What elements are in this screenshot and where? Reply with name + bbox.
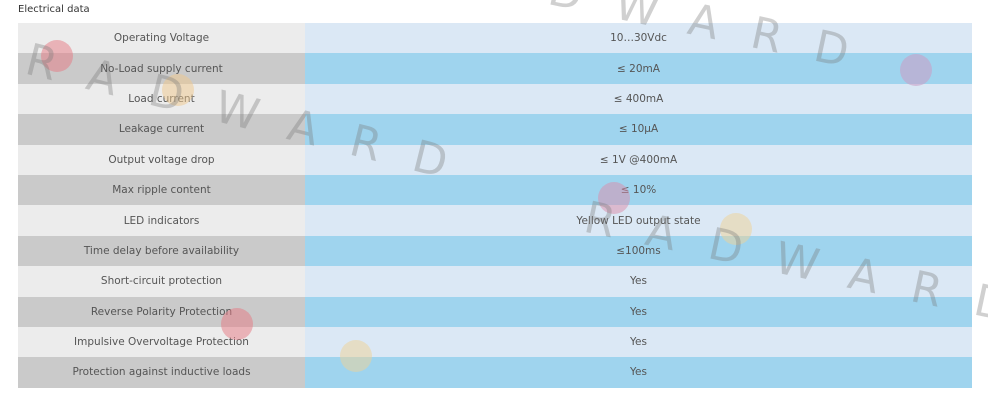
row-value: Yes	[305, 326, 972, 358]
row-label: Max ripple content	[18, 174, 305, 206]
row-label: Time delay before availability	[18, 235, 305, 267]
row-value: ≤ 400mA	[305, 83, 972, 115]
row-label: Protection against inductive loads	[18, 357, 305, 388]
row-label: LED indicators	[18, 205, 305, 236]
row-value: ≤ 10µA	[305, 114, 972, 145]
table-row: Protection against inductive loads Yes	[18, 357, 972, 388]
row-value: Yes	[305, 266, 972, 297]
row-label: Impulsive Overvoltage Protection	[18, 326, 305, 358]
row-value: Yes	[305, 296, 972, 327]
row-label: Output voltage drop	[18, 144, 305, 175]
table: Operating Voltage 10…30Vdc No-Load supply …	[18, 23, 972, 388]
section-title: Electrical data	[18, 4, 90, 15]
row-label: Operating Voltage	[18, 23, 305, 54]
row-value: ≤100ms	[305, 235, 972, 267]
row-label: Leakage current	[18, 114, 305, 145]
table-row: Impulsive Overvoltage Protection Yes	[18, 326, 972, 358]
row-value: 10…30Vdc	[305, 23, 972, 54]
row-value: ≤ 20mA	[305, 53, 972, 84]
table-row: Load current ≤ 400mA	[18, 83, 972, 115]
table-row: Short-circuit protection Yes	[18, 266, 972, 297]
table-row: Reverse Polarity Protection Yes	[18, 296, 972, 327]
row-value: ≤ 10%	[305, 174, 972, 206]
row-value: ≤ 1V @400mA	[305, 144, 972, 175]
row-label: Load current	[18, 83, 305, 115]
table-row: Operating Voltage 10…30Vdc	[18, 23, 972, 54]
table-row: Max ripple content ≤ 10%	[18, 174, 972, 206]
table-row: Time delay before availability ≤100ms	[18, 235, 972, 267]
table-row: LED indicators Yellow LED output state	[18, 205, 972, 236]
row-label: No-Load supply current	[18, 53, 305, 84]
table-row: No-Load supply current ≤ 20mA	[18, 53, 972, 84]
row-label: Short-circuit protection	[18, 266, 305, 297]
row-label: Reverse Polarity Protection	[18, 296, 305, 327]
table-row: Leakage current ≤ 10µA	[18, 114, 972, 145]
table-row: Output voltage drop ≤ 1V @400mA	[18, 144, 972, 175]
row-value: Yes	[305, 357, 972, 388]
row-value: Yellow LED output state	[305, 205, 972, 236]
